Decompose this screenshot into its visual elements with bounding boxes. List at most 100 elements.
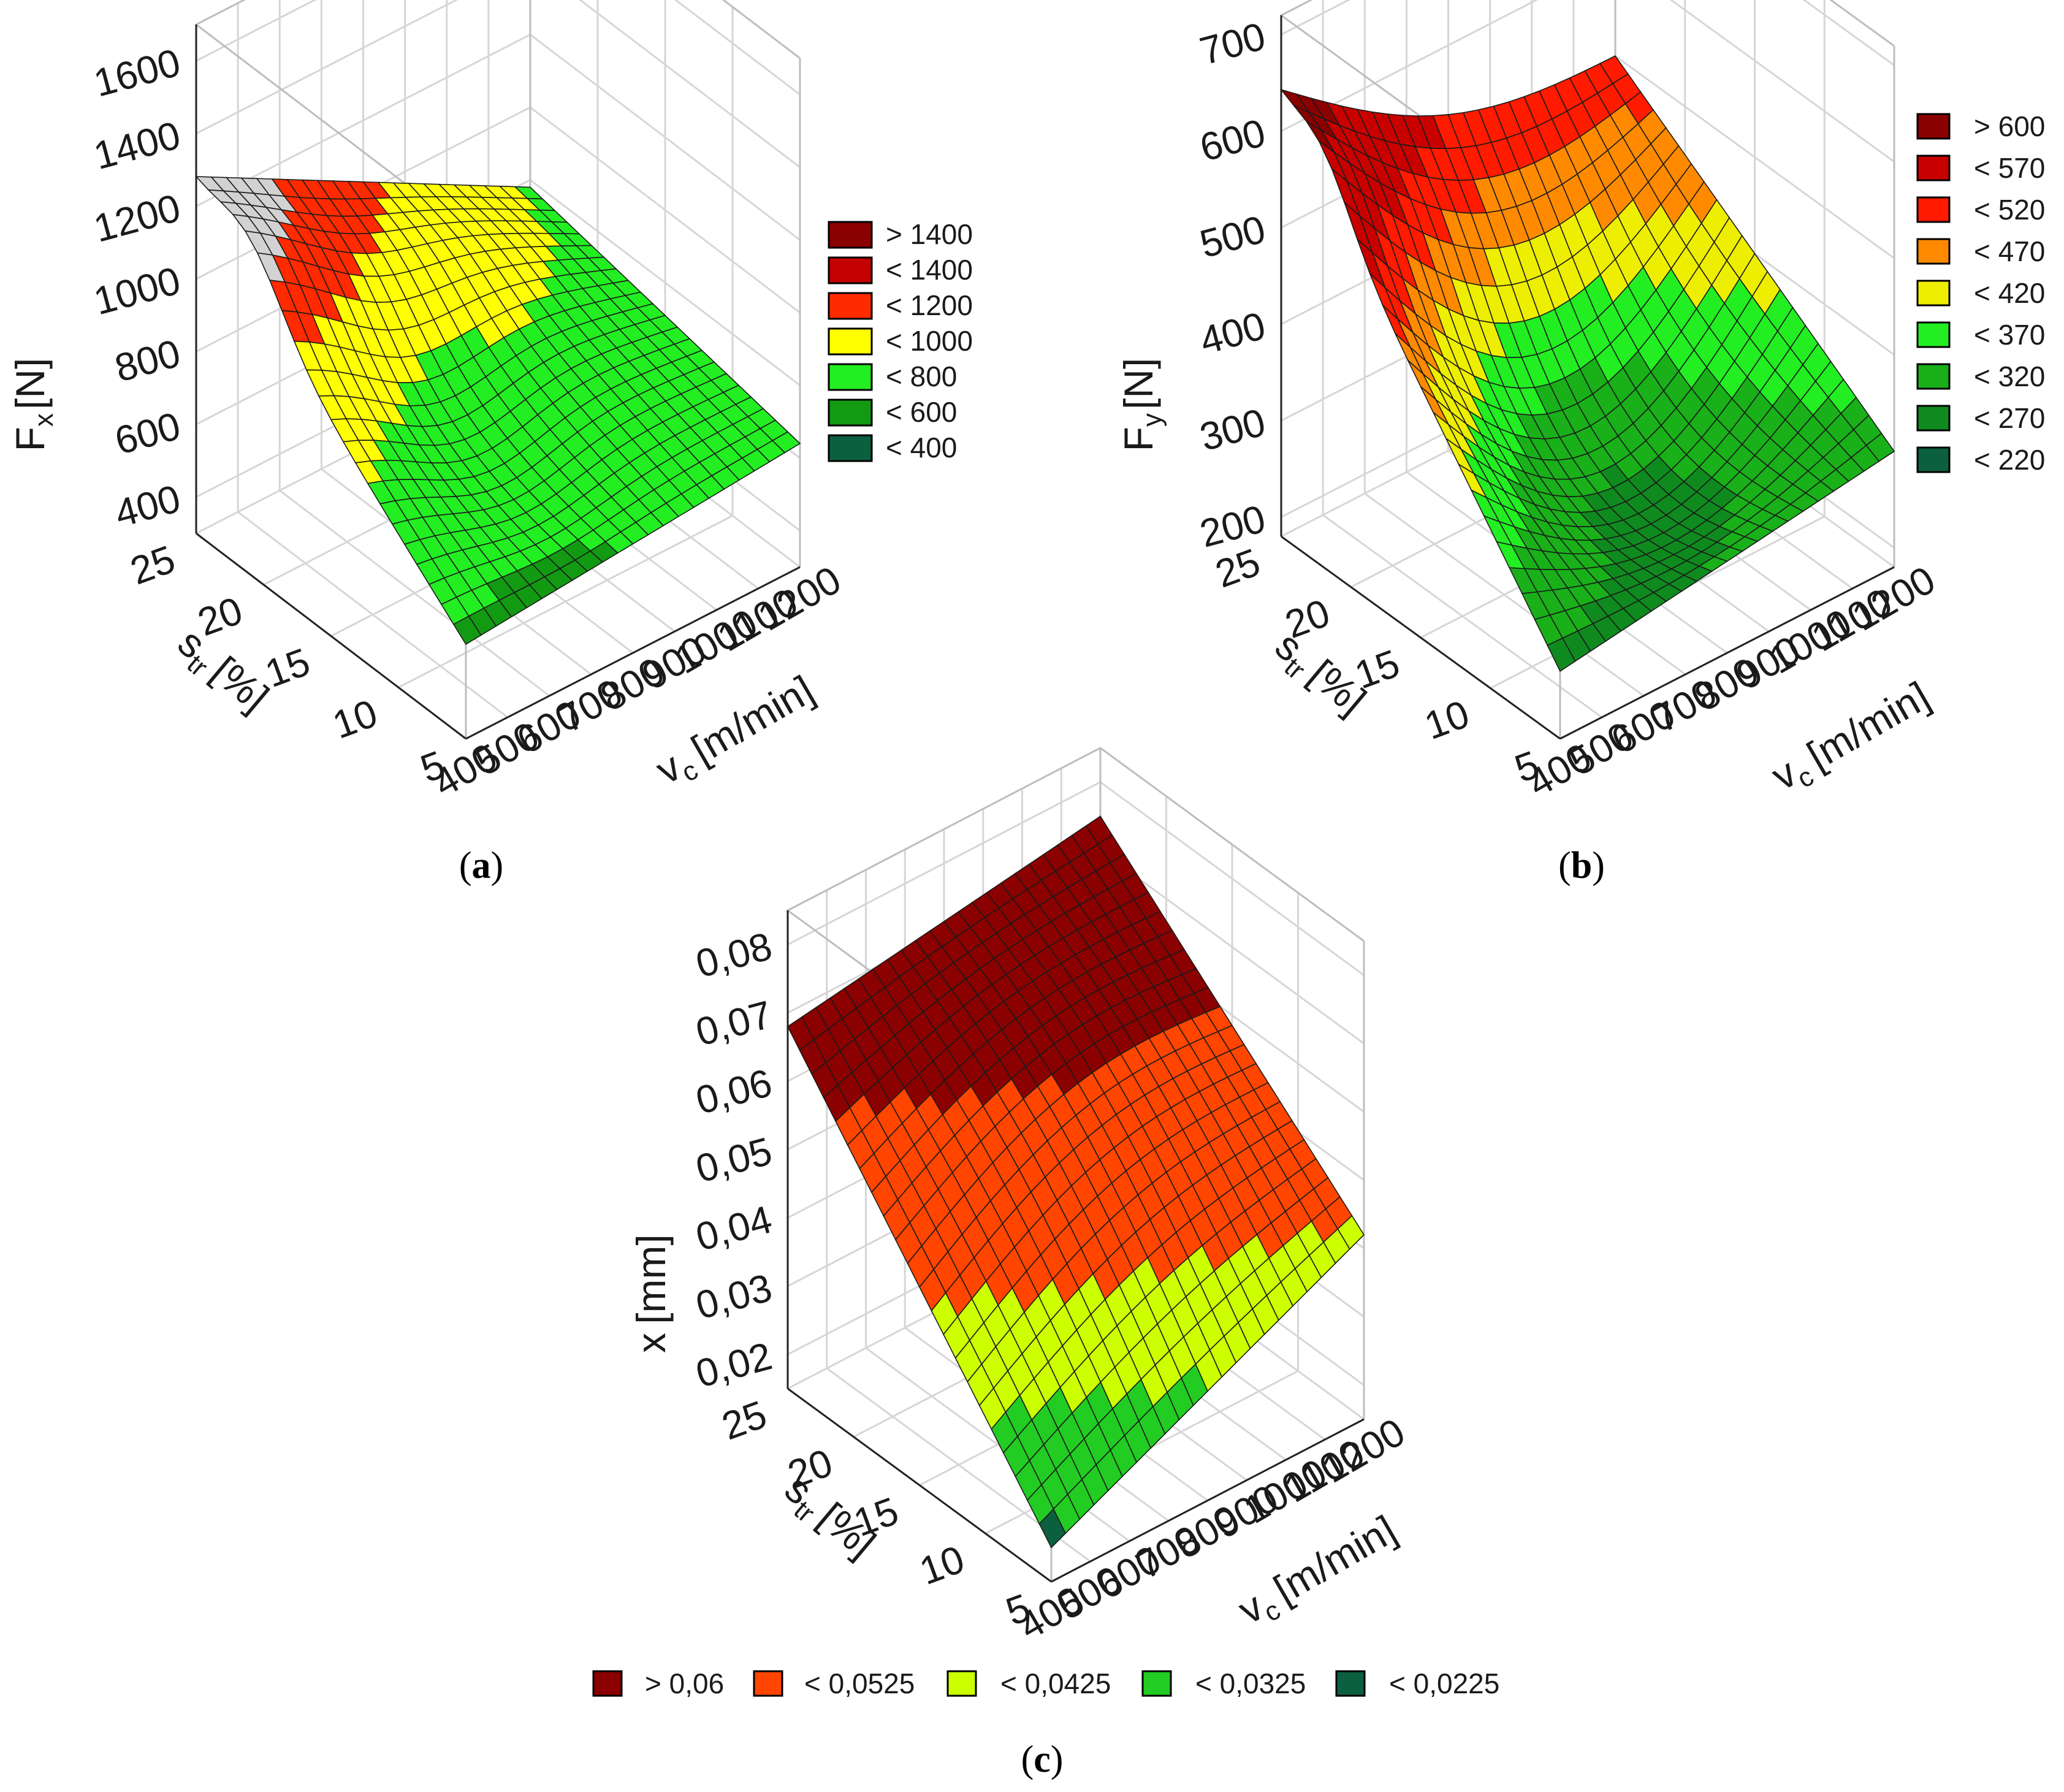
legend-item-c-3: < 0,0325 bbox=[1141, 1668, 1306, 1699]
surface-cell bbox=[1865, 432, 1895, 462]
surface-c bbox=[786, 815, 1365, 1549]
legend-item-a-2: < 1200 bbox=[828, 289, 973, 321]
y-tick-label: 25 bbox=[716, 1392, 772, 1448]
surface-b bbox=[1279, 55, 1895, 672]
caption-c: (c) bbox=[1021, 1739, 1064, 1780]
x-axis-line bbox=[1559, 566, 1895, 740]
z-tick-label: 0,03 bbox=[691, 1265, 777, 1328]
legend-label-a-4: < 800 bbox=[886, 360, 957, 392]
legend-label-b-6: < 320 bbox=[1974, 360, 2045, 392]
legend-label-b-4: < 420 bbox=[1974, 277, 2045, 309]
legend-label-c-1: < 0,0525 bbox=[804, 1668, 915, 1699]
y-axis-line bbox=[196, 532, 466, 740]
z-tick-label: 400 bbox=[110, 476, 185, 536]
z-axis-label-c: x[mm] bbox=[628, 1234, 674, 1353]
legend-label-a-5: < 600 bbox=[886, 396, 957, 428]
legend-label-b-3: < 470 bbox=[1974, 235, 2045, 267]
wall-grid-z bbox=[196, 0, 801, 169]
legend-a: > 1400 < 1400 < 1200 < 1000 < 800 < 600 bbox=[828, 218, 973, 463]
z-axis-ticks-a: 400 600 800 1000 1200 1400 1600 bbox=[89, 40, 185, 536]
legend-item-a-3: < 1000 bbox=[828, 325, 973, 357]
surface-cell bbox=[1337, 1214, 1365, 1250]
legend-label-c-4: < 0,0225 bbox=[1389, 1668, 1499, 1699]
legend-c: > 0,06 < 0,0525 < 0,0425 < 0,0325 < 0,02… bbox=[592, 1668, 1499, 1699]
legend-label-b-7: < 270 bbox=[1974, 402, 2045, 434]
legend-item-b-1: < 570 bbox=[1916, 152, 2045, 184]
legend-label-b-1: < 570 bbox=[1974, 152, 2045, 184]
legend-item-b-8: < 220 bbox=[1916, 444, 2045, 476]
y-tick-label: 25 bbox=[124, 536, 181, 593]
wall-grid-z bbox=[1281, 0, 1895, 66]
legend-item-b-4: < 420 bbox=[1916, 277, 2045, 309]
z-tick-label: 600 bbox=[1195, 110, 1270, 170]
legend-swatch-b-4 bbox=[1916, 280, 1951, 307]
legend-item-c-4: < 0,0225 bbox=[1335, 1668, 1499, 1699]
y-axis-label-b: str[%] bbox=[1263, 622, 1375, 728]
legend-b: > 600 < 570 < 520 < 470 < 420 < 370 bbox=[1916, 110, 2045, 476]
legend-label-a-3: < 1000 bbox=[886, 325, 973, 357]
legend-label-a-0: > 1400 bbox=[886, 218, 973, 250]
legend-swatch-a-2 bbox=[828, 292, 873, 320]
z-tick-label: 300 bbox=[1195, 400, 1270, 459]
legend-swatch-a-1 bbox=[828, 256, 873, 284]
box-top-edge bbox=[194, 0, 801, 231]
legend-swatch-b-5 bbox=[1916, 321, 1951, 348]
floor-grid-y bbox=[398, 514, 733, 688]
y-axis-line bbox=[1281, 535, 1561, 740]
legend-label-b-5: < 370 bbox=[1974, 319, 2045, 351]
z-axis-label-b: Fy[N] bbox=[1116, 358, 1167, 452]
legend-item-a-5: < 600 bbox=[828, 396, 957, 428]
caption-b: (b) bbox=[1558, 845, 1605, 886]
y-tick-label: 10 bbox=[1419, 692, 1476, 748]
legend-swatch-a-3 bbox=[828, 327, 873, 356]
legend-item-b-0: > 600 bbox=[1916, 110, 2045, 142]
z-tick-label: 700 bbox=[1195, 13, 1270, 73]
x-tick-label: 1200 bbox=[1314, 1409, 1412, 1492]
legend-swatch-b-3 bbox=[1916, 238, 1951, 265]
legend-swatch-c-4 bbox=[1335, 1670, 1366, 1697]
z-tick-label: 1200 bbox=[89, 185, 185, 250]
legend-swatch-b-0 bbox=[1916, 113, 1951, 140]
z-tick-label: 600 bbox=[110, 403, 185, 463]
legend-swatch-a-4 bbox=[828, 363, 873, 391]
z-tick-label: 0,05 bbox=[691, 1129, 777, 1191]
legend-item-b-2: < 520 bbox=[1916, 194, 2045, 226]
legend-item-c-1: < 0,0525 bbox=[753, 1668, 915, 1699]
z-tick-label: 1000 bbox=[89, 258, 185, 323]
legend-label-c-0: > 0,06 bbox=[645, 1668, 724, 1699]
z-tick-label: 0,02 bbox=[691, 1333, 777, 1396]
legend-swatch-c-3 bbox=[1141, 1670, 1172, 1697]
z-tick-label: 0,04 bbox=[691, 1197, 777, 1259]
x-tick-label: 1200 bbox=[750, 557, 848, 639]
legend-swatch-c-1 bbox=[753, 1670, 783, 1697]
z-tick-label: 400 bbox=[1195, 303, 1270, 363]
wall-grid-z bbox=[1281, 0, 1895, 163]
legend-label-a-1: < 1400 bbox=[886, 254, 973, 286]
surface-cell bbox=[771, 431, 801, 454]
legend-swatch-b-8 bbox=[1916, 446, 1951, 473]
legend-label-c-2: < 0,0425 bbox=[1000, 1668, 1111, 1699]
legend-swatch-a-0 bbox=[828, 221, 873, 249]
legend-swatch-b-1 bbox=[1916, 154, 1951, 181]
y-tick-label: 10 bbox=[327, 691, 383, 747]
legend-label-c-3: < 0,0325 bbox=[1195, 1668, 1306, 1699]
y-tick-label: 10 bbox=[914, 1537, 970, 1593]
z-tick-label: 1400 bbox=[89, 113, 185, 178]
z-tick-label: 0,07 bbox=[691, 992, 777, 1054]
x-tick-label: 1200 bbox=[1845, 557, 1942, 639]
caption-a: (a) bbox=[459, 845, 503, 886]
x-axis-line bbox=[1051, 1418, 1365, 1583]
legend-swatch-c-2 bbox=[946, 1670, 977, 1697]
legend-swatch-a-6 bbox=[828, 434, 873, 462]
legend-swatch-b-7 bbox=[1916, 405, 1951, 432]
legend-item-b-6: < 320 bbox=[1916, 360, 2045, 392]
legend-label-b-0: > 600 bbox=[1974, 110, 2045, 142]
legend-item-b-3: < 470 bbox=[1916, 235, 2045, 267]
legend-swatch-b-6 bbox=[1916, 363, 1951, 390]
